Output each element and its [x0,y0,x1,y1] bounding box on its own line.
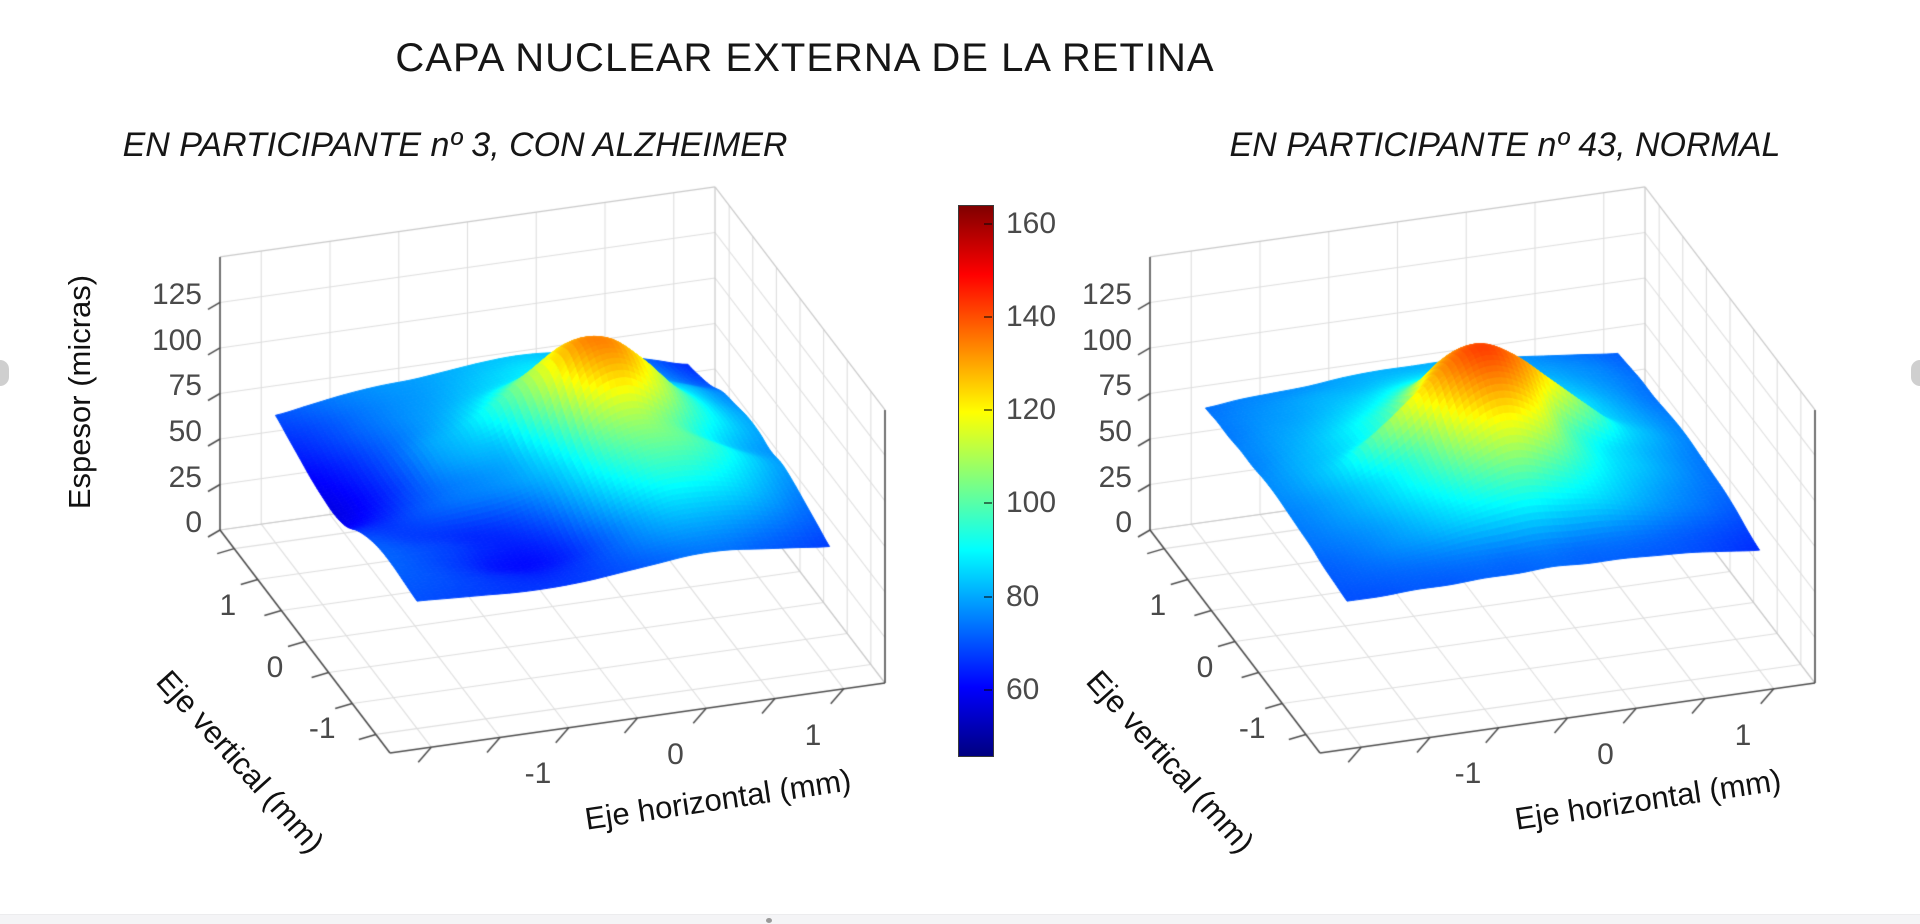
surface-plot-alzheimer: EN PARTICIPANTE nº 3, CON ALZHEIMER 0 25 5… [0,126,960,860]
colorbar-tick-label: 120 [1006,393,1057,427]
bottom-band [0,914,1920,924]
colorbar-tick-mark [984,595,992,598]
surface-canvas-alzheimer [0,180,960,840]
colorbar-tick-mark [984,502,992,505]
colorbar-tick-label: 80 [1006,579,1040,613]
surface-canvas-normal [930,180,1890,840]
edge-nav-marker-left[interactable] [0,360,9,386]
colorbar-gradient [958,205,994,757]
plot-normal-title: EN PARTICIPANTE nº 43, NORMAL [1229,126,1781,164]
figure-title: CAPA NUCLEAR EXTERNA DE LA RETINA [395,36,1215,80]
colorbar-tick-label: 140 [1006,299,1057,333]
edge-nav-marker-right[interactable] [1911,360,1920,386]
colorbar-tick-mark [984,409,992,412]
colorbar-tick-label: 100 [1006,486,1057,520]
surface-plot-normal: EN PARTICIPANTE nº 43, NORMAL 0 25 50 75 100… [930,0,1890,924]
colorbar-tick-label: 160 [1006,206,1057,240]
plot-alzheimer-title: EN PARTICIPANTE nº 3, CON ALZHEIMER [122,126,788,164]
colorbar-tick-label: 60 [1006,672,1040,706]
slide-position-dot [766,918,772,923]
colorbar-tick-mark [984,315,992,318]
colorbar-tick-mark [984,688,992,691]
colorbar-tick-mark [984,222,992,225]
